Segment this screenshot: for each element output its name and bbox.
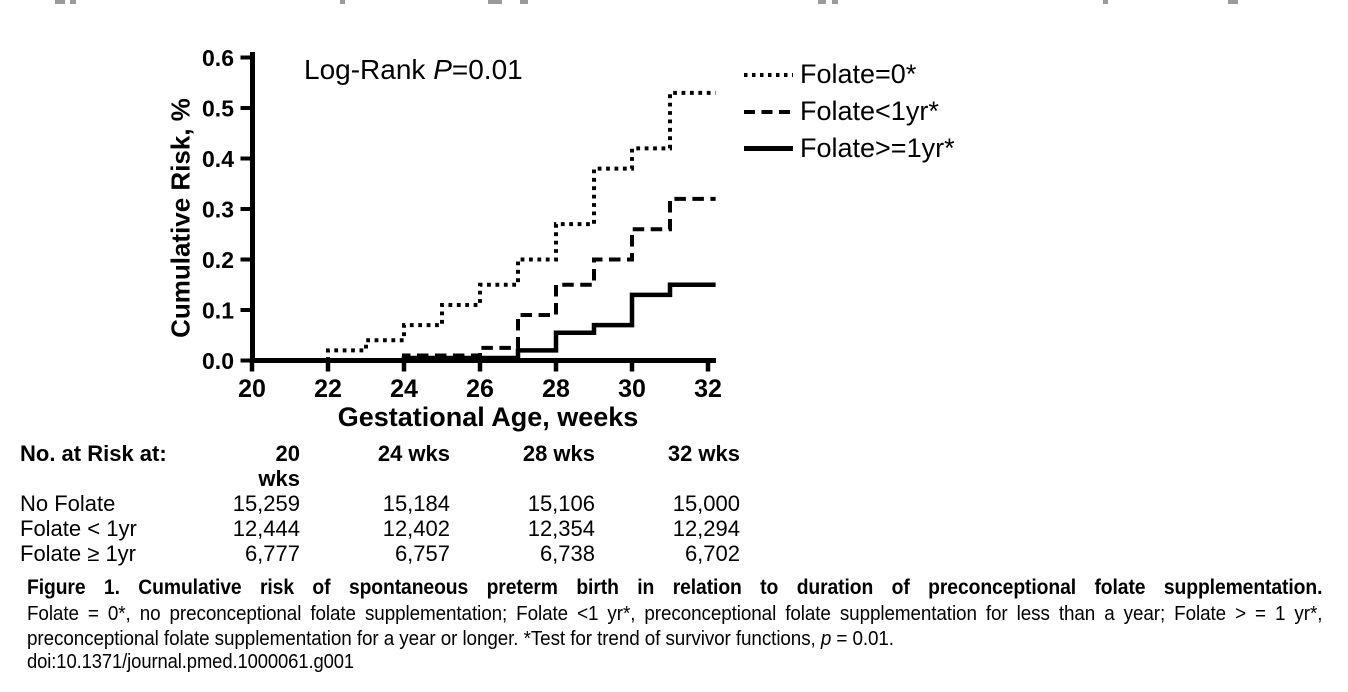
risk-table-col-header: 20 wks	[258, 441, 300, 491]
log-rank-annotation: Log-Rank P=0.01	[304, 54, 523, 86]
y-tick-label: 0.0	[202, 348, 234, 374]
curve-folate-lt-1yr	[402, 196, 716, 361]
dashed-line-sample-icon	[744, 109, 793, 114]
x-tick-label: 28	[542, 375, 570, 403]
chart-legend: Folate=0* Folate<1yr* Folate>=1yr*	[744, 56, 955, 167]
y-tick-label: 0.1	[202, 298, 234, 324]
kaplan-meier-step-chart: 0.0 0.1 0.2 0.3 0.4 0.5 0.6 20 22 24 26 28 30 32	[202, 45, 722, 403]
cropped-text-fragment	[520, 0, 528, 4]
risk-table-value: 15,184	[382, 491, 450, 516]
y-tick-label: 0.4	[202, 146, 234, 172]
figure-caption-line: Folate = 0*, no preconceptional folate s…	[27, 602, 1323, 625]
cropped-text-fragment	[488, 0, 502, 4]
risk-table-row-label: Folate < 1yr	[20, 516, 137, 541]
risk-table-value: 6,777	[244, 541, 300, 566]
risk-table-col-header: 32 wks	[667, 441, 740, 466]
legend-item-folate-0: Folate=0*	[744, 56, 955, 93]
curve-folate-0	[252, 90, 716, 363]
x-tick-label: 24	[390, 375, 418, 403]
legend-item-folate-lt-1yr: Folate<1yr*	[744, 93, 955, 130]
y-axis-title: Cumulative Risk, %	[165, 98, 196, 338]
x-tick-label: 22	[314, 375, 342, 403]
y-tick-label: 0.6	[202, 45, 234, 71]
x-tick-label: 20	[238, 375, 266, 403]
y-tick-label: 0.2	[202, 247, 234, 273]
risk-table-value: 6,738	[539, 541, 595, 566]
cropped-text-fragment	[55, 0, 65, 4]
doi-text: doi:10.1371/journal.pmed.1000061.g001	[27, 651, 355, 673]
y-tick-label: 0.5	[202, 96, 234, 122]
risk-table-row-label: No Folate	[20, 491, 116, 516]
annotation-italic-p: P	[433, 54, 452, 85]
risk-table-value: 12,354	[527, 516, 595, 541]
legend-label: Folate=0*	[800, 59, 917, 89]
legend-label: Folate<1yr*	[800, 96, 939, 126]
figure-caption-line: preconceptional folate supplementation f…	[27, 626, 1322, 651]
curve-folate-ge-1yr	[401, 282, 716, 361]
cropped-text-fragment	[1228, 0, 1238, 4]
risk-table-col-header: 24 wks	[377, 441, 450, 466]
annotation-text: =0.01	[451, 54, 523, 85]
cropped-text-fragment	[832, 0, 838, 4]
risk-table-value: 6,702	[684, 541, 740, 566]
risk-table-value: 6,757	[394, 541, 450, 566]
figure-caption-title: Figure 1. Cumulative risk of spontaneous…	[27, 576, 1323, 599]
x-tick-label: 30	[618, 375, 646, 403]
risk-table-value: 15,259	[232, 491, 300, 516]
caption-text: preconceptional folate supplementation f…	[27, 627, 821, 650]
solid-line-sample-icon	[744, 146, 793, 151]
risk-table-value: 12,444	[232, 516, 300, 541]
risk-table-value: 12,294	[672, 516, 740, 541]
annotation-text: Log-Rank	[304, 54, 434, 85]
x-tick-label: 32	[694, 375, 722, 403]
risk-table-value: 15,106	[527, 491, 595, 516]
risk-table-value: 12,402	[382, 516, 450, 541]
caption-italic-p: p	[820, 627, 832, 650]
dotted-line-sample-icon	[744, 72, 793, 77]
legend-item-folate-ge-1yr: Folate>=1yr*	[744, 130, 955, 167]
x-tick-label: 26	[466, 375, 494, 403]
risk-table-row-label: Folate ≥ 1yr	[20, 541, 137, 566]
caption-text: = 0.01.	[831, 627, 894, 650]
risk-table-col-header: 28 wks	[522, 441, 595, 466]
cropped-text-fragment	[818, 0, 826, 4]
y-tick-label: 0.3	[202, 197, 234, 223]
legend-label: Folate>=1yr*	[800, 133, 955, 163]
risk-table-header-label: No. at Risk at:	[20, 441, 167, 466]
cropped-text-fragment	[70, 0, 76, 4]
number-at-risk-table: No. at Risk at: 20 wks 24 wks 28 wks 32 wks N…	[20, 441, 740, 566]
cropped-text-fragment	[340, 0, 345, 4]
risk-table-value: 15,000	[672, 491, 740, 516]
x-axis-title: Gestational Age, weeks	[337, 402, 639, 432]
cropped-text-fragment	[1103, 0, 1108, 4]
